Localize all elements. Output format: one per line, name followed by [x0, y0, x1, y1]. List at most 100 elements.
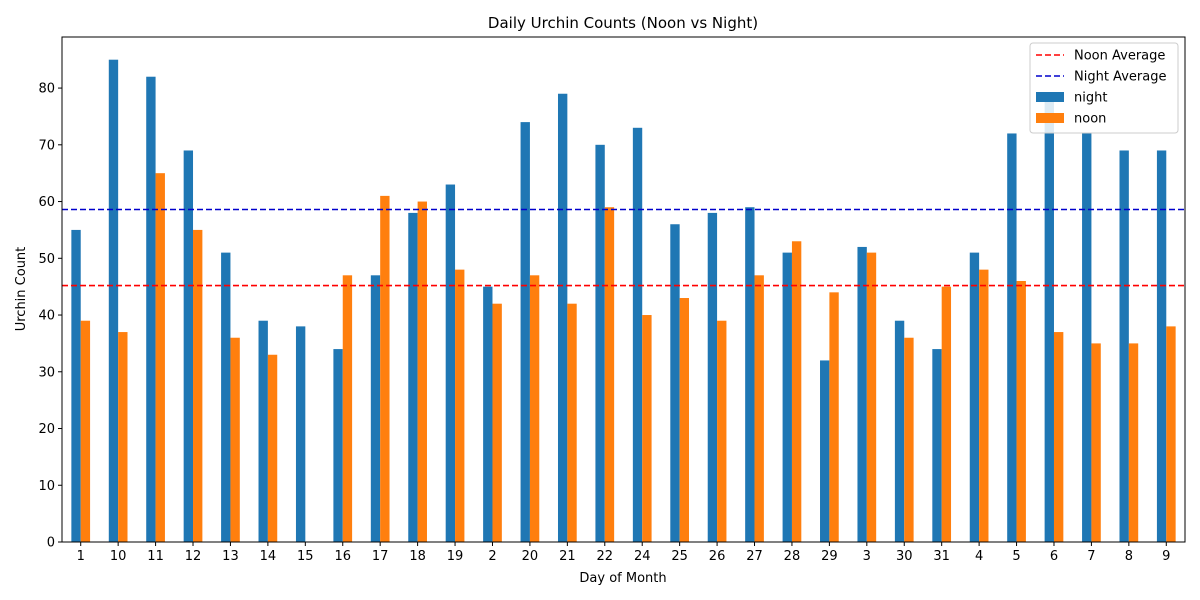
bar-night-1 — [71, 229, 81, 543]
bar-noon-5 — [1016, 280, 1026, 542]
x-tick-label-12: 12 — [185, 549, 202, 564]
y-tick-label-20: 20 — [38, 422, 55, 437]
x-tick-label-31: 31 — [933, 549, 950, 564]
bar-night-12 — [183, 150, 194, 543]
x-tick-label-8: 8 — [1125, 549, 1133, 564]
x-tick-label-26: 26 — [709, 549, 726, 564]
x-tick-label-9: 9 — [1162, 549, 1170, 564]
y-tick-label-0: 0 — [47, 536, 55, 551]
y-tick-label-70: 70 — [38, 138, 55, 153]
bars-layer — [71, 59, 1176, 543]
x-tick-label-30: 30 — [896, 549, 913, 564]
y-tick-label-80: 80 — [38, 82, 55, 97]
x-tick-label-17: 17 — [372, 549, 389, 564]
x-tick-label-24: 24 — [634, 549, 651, 564]
bar-noon-12 — [193, 229, 203, 543]
bar-night-26 — [707, 212, 718, 542]
legend-box — [1029, 42, 1179, 134]
bar-night-22 — [595, 144, 605, 542]
bar-night-13 — [221, 252, 231, 542]
bar-noon-21 — [567, 303, 577, 542]
bar-night-31 — [932, 349, 942, 542]
y-axis-title: Urchin Count — [14, 247, 29, 332]
bar-night-25 — [670, 224, 680, 542]
bar-night-15 — [295, 326, 306, 542]
x-tick-label-11: 11 — [147, 549, 164, 564]
bar-noon-29 — [829, 292, 839, 542]
x-tick-label-2: 2 — [488, 549, 496, 564]
legend-label-noon: noon — [1074, 112, 1106, 127]
bar-noon-2 — [492, 303, 502, 542]
bar-night-28 — [782, 252, 792, 542]
bar-night-30 — [894, 320, 905, 542]
legend-label-night: night — [1074, 91, 1107, 106]
chart-title: Daily Urchin Counts (Noon vs Night) — [488, 14, 758, 32]
y-tick-label-30: 30 — [38, 365, 55, 380]
bar-noon-18 — [417, 201, 427, 543]
x-tick-label-22: 22 — [597, 549, 614, 564]
x-tick-label-13: 13 — [222, 549, 239, 564]
bar-night-18 — [408, 212, 418, 542]
bar-noon-4 — [979, 269, 989, 542]
legend-label-night-average: Night Average — [1074, 70, 1166, 85]
bar-noon-17 — [380, 195, 390, 542]
bar-noon-20 — [529, 275, 540, 542]
bar-night-19 — [445, 184, 456, 542]
x-tick-label-20: 20 — [522, 549, 539, 564]
bar-noon-27 — [754, 275, 764, 542]
bar-night-14 — [258, 320, 268, 542]
bar-noon-14 — [267, 354, 278, 542]
bar-night-7 — [1082, 133, 1092, 542]
plot-frame — [61, 36, 1186, 543]
bar-night-21 — [557, 93, 568, 543]
x-tick-label-25: 25 — [671, 549, 688, 564]
bar-noon-1 — [80, 320, 91, 542]
x-tick-label-1: 1 — [77, 549, 85, 564]
bar-noon-24 — [642, 315, 652, 542]
x-tick-label-6: 6 — [1050, 549, 1058, 564]
x-tick-label-15: 15 — [297, 549, 314, 564]
bar-noon-30 — [904, 337, 914, 542]
legend: Noon Average Night Average night noon — [1029, 42, 1179, 134]
bar-night-24 — [632, 127, 643, 542]
bar-noon-3 — [866, 252, 877, 542]
bar-noon-6 — [1053, 332, 1064, 542]
bar-night-11 — [146, 76, 156, 542]
bar-night-5 — [1007, 133, 1017, 542]
bar-night-20 — [520, 122, 530, 543]
bar-noon-26 — [717, 320, 727, 542]
x-tick-label-10: 10 — [110, 549, 127, 564]
y-tick-label-10: 10 — [38, 479, 55, 494]
bar-noon-16 — [342, 275, 353, 542]
y-tick-label-40: 40 — [38, 309, 55, 324]
x-tick-label-4: 4 — [975, 549, 983, 564]
x-tick-label-14: 14 — [260, 549, 277, 564]
bar-noon-31 — [941, 286, 952, 542]
bar-night-9 — [1156, 150, 1167, 543]
legend-swatch-noon — [1036, 113, 1064, 123]
y-tick-label-50: 50 — [38, 252, 55, 267]
x-tick-label-27: 27 — [746, 549, 763, 564]
bar-noon-25 — [679, 298, 690, 542]
bar-night-8 — [1119, 150, 1129, 543]
x-tick-label-19: 19 — [447, 549, 464, 564]
bar-night-2 — [483, 286, 493, 542]
bar-night-6 — [1044, 93, 1054, 543]
bar-noon-13 — [230, 337, 240, 542]
bar-night-29 — [820, 360, 830, 542]
bar-night-3 — [857, 246, 867, 542]
x-tick-label-28: 28 — [784, 549, 801, 564]
x-tick-label-18: 18 — [409, 549, 426, 564]
bar-noon-19 — [455, 269, 465, 542]
bar-noon-22 — [604, 207, 615, 542]
bar-night-16 — [333, 349, 343, 542]
legend-swatch-night — [1036, 92, 1064, 102]
bar-night-27 — [745, 207, 755, 542]
bar-night-4 — [969, 252, 980, 542]
x-tick-label-29: 29 — [821, 549, 838, 564]
bar-noon-7 — [1091, 343, 1101, 542]
x-tick-label-16: 16 — [334, 549, 351, 564]
bar-night-17 — [370, 275, 381, 542]
